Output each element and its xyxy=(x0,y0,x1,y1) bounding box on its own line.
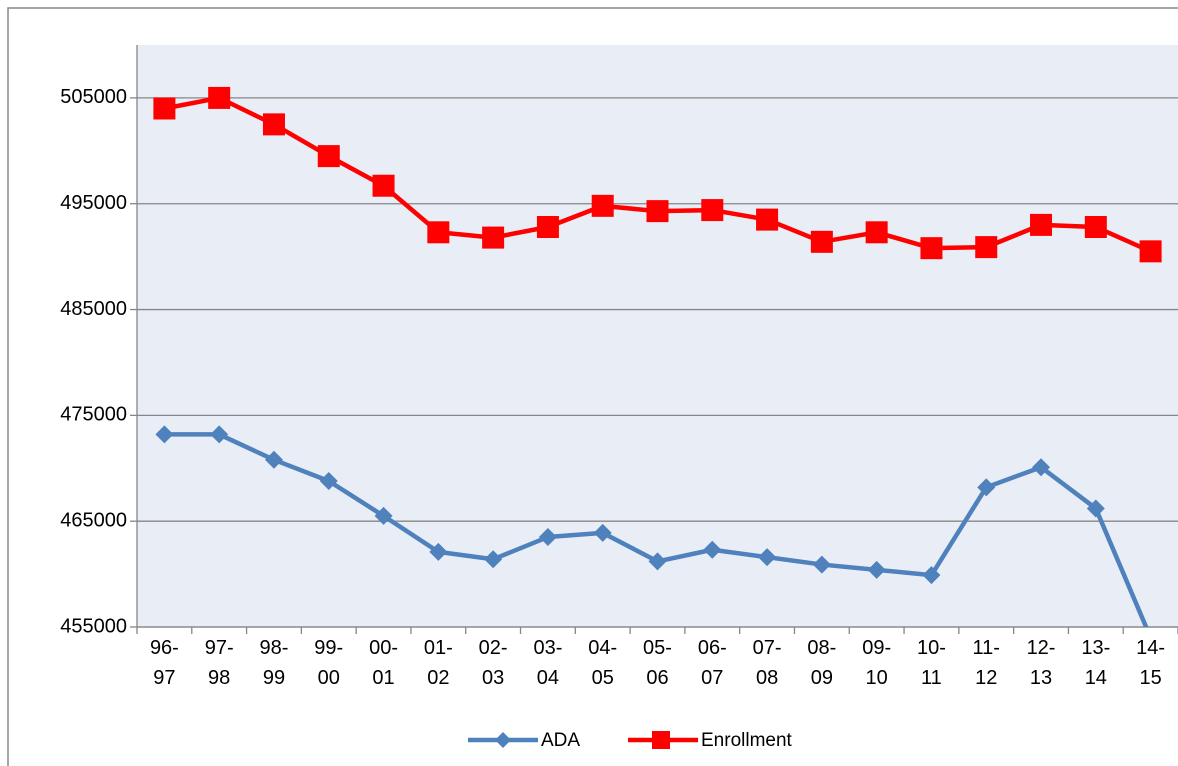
data-point xyxy=(538,528,557,547)
data-point xyxy=(317,145,340,168)
data-point xyxy=(867,560,886,579)
x-tick-label: 96-97 xyxy=(149,637,179,689)
data-point xyxy=(648,552,667,571)
x-tick-label: 07-08 xyxy=(752,637,782,689)
x-tick-label: 06-07 xyxy=(697,637,727,689)
legend-marker xyxy=(652,731,670,749)
legend-marker xyxy=(495,732,511,748)
data-point xyxy=(153,97,176,120)
plot-area xyxy=(137,45,1178,627)
data-point xyxy=(756,208,779,231)
x-tick-label: 97-98 xyxy=(204,637,234,689)
y-tick-label: 465000 xyxy=(60,509,127,531)
x-tick-label: 12-13 xyxy=(1026,637,1056,689)
x-tick-label: 02-03 xyxy=(478,637,508,689)
data-point xyxy=(758,548,777,567)
data-point xyxy=(1030,213,1053,236)
y-tick-label: 475000 xyxy=(60,404,127,426)
data-point xyxy=(372,174,395,197)
data-point xyxy=(865,221,888,244)
data-point xyxy=(920,237,943,260)
data-point xyxy=(975,236,998,259)
data-point xyxy=(536,216,559,239)
data-point xyxy=(208,86,231,109)
x-tick-label: 11-12 xyxy=(972,637,1000,689)
data-point xyxy=(264,450,283,469)
plot-series xyxy=(153,86,1162,627)
data-point xyxy=(646,200,669,223)
x-tick-label: 05-06 xyxy=(643,637,672,689)
data-point xyxy=(484,550,503,569)
x-tick-label: 08-09 xyxy=(807,637,837,689)
y-tick-label: 485000 xyxy=(60,298,127,320)
x-tick-label: 01-02 xyxy=(423,637,453,689)
data-point xyxy=(155,425,174,444)
x-tick-label: 99-00 xyxy=(314,637,344,689)
data-point xyxy=(701,199,724,222)
x-tick-label: 14-15 xyxy=(1136,637,1166,689)
data-point xyxy=(374,506,393,525)
data-point xyxy=(591,194,614,217)
data-point xyxy=(429,542,448,561)
x-tick-label: 10-11 xyxy=(916,637,946,689)
data-point xyxy=(427,221,450,244)
x-tick-label: 00-01 xyxy=(369,637,398,689)
y-tick-label: 505000 xyxy=(60,86,127,108)
data-point xyxy=(977,478,996,497)
legend-label: ADA xyxy=(541,730,580,751)
legend-label: Enrollment xyxy=(701,730,793,751)
x-tick-label: 09-10 xyxy=(862,637,892,689)
data-point xyxy=(482,226,505,249)
data-point xyxy=(593,523,612,542)
y-tick-label: 455000 xyxy=(60,615,127,637)
data-point xyxy=(210,425,229,444)
x-tick-label: 13-14 xyxy=(1081,637,1111,689)
data-point xyxy=(262,113,285,136)
x-tick-label: 03-04 xyxy=(533,637,563,689)
data-point xyxy=(810,230,833,253)
data-point xyxy=(319,471,338,490)
data-point xyxy=(1139,240,1162,263)
y-tick-label: 495000 xyxy=(60,192,127,214)
x-tick-label: 98-99 xyxy=(259,637,289,689)
data-point xyxy=(1032,458,1051,477)
data-point xyxy=(922,566,941,585)
chart-frame xyxy=(7,7,1178,766)
x-tick-label: 04-05 xyxy=(588,637,618,689)
data-point xyxy=(1084,216,1107,239)
data-point xyxy=(1086,499,1105,518)
data-point xyxy=(703,540,722,559)
data-point xyxy=(812,555,831,574)
